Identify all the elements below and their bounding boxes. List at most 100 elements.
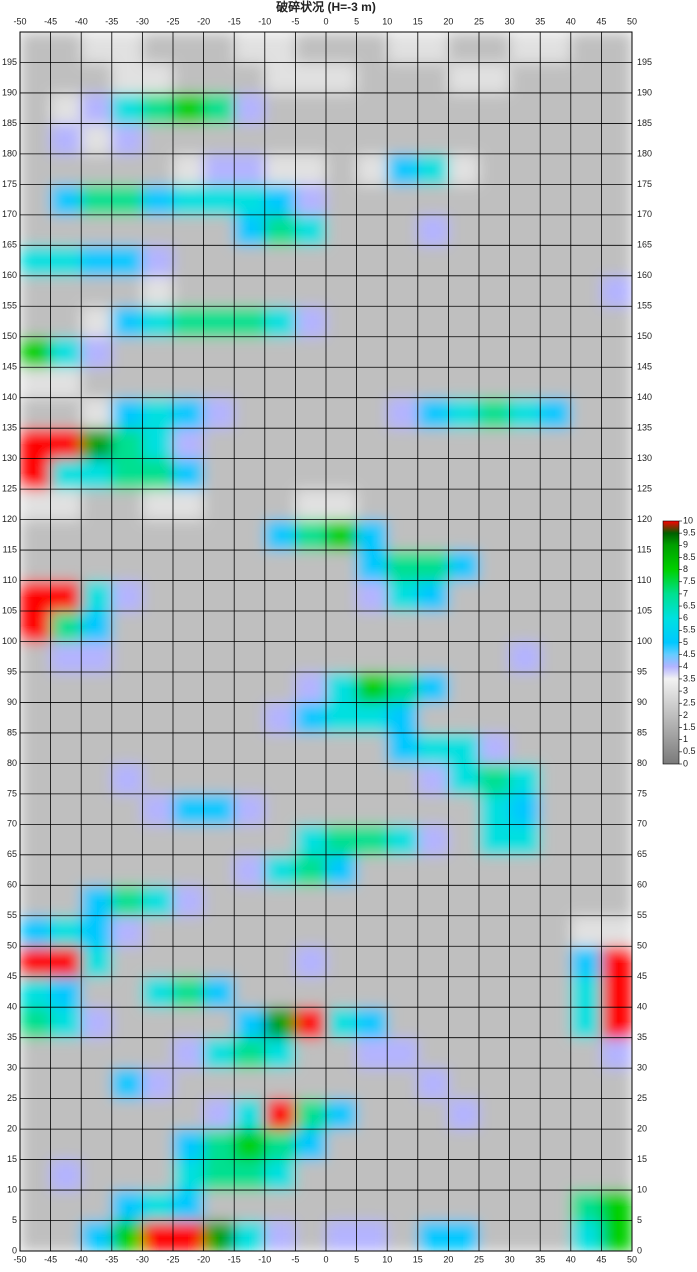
heat-cell (417, 428, 449, 460)
y-tick-label-right: 135 (637, 423, 652, 433)
heat-cell (50, 1037, 82, 1069)
x-tick-label: 25 (474, 1254, 484, 1264)
heat-cell (264, 763, 296, 795)
heat-cell (81, 824, 113, 856)
heat-cell (448, 550, 480, 582)
heat-cell (203, 245, 235, 277)
heat-cell (356, 763, 388, 795)
heat-cell (570, 458, 602, 490)
heat-cell (417, 153, 449, 185)
y-tick-label-right: 120 (637, 514, 652, 524)
heat-cell (111, 397, 143, 429)
heat-cell (570, 1159, 602, 1191)
heat-cell (20, 793, 52, 825)
heat-cell (326, 153, 358, 185)
y-tick-label: 60 (7, 880, 17, 890)
heat-cell (448, 62, 480, 94)
heat-cell (479, 671, 511, 703)
heat-cell (387, 184, 419, 216)
y-tick-label-right: 10 (637, 1184, 647, 1194)
heat-cell (142, 1129, 174, 1161)
heat-cell (479, 367, 511, 399)
heat-cell (111, 489, 143, 521)
heat-cell (50, 641, 82, 673)
heat-cell (264, 489, 296, 521)
heat-cell (356, 976, 388, 1008)
heat-cell (570, 1098, 602, 1130)
heat-cell (203, 214, 235, 246)
heat-cell (387, 641, 419, 673)
y-tick-label: 0 (12, 1245, 17, 1255)
heat-cell (479, 62, 511, 94)
heat-cell (111, 519, 143, 551)
heat-cell (448, 976, 480, 1008)
heat-cell (387, 519, 419, 551)
x-tick-label-top: -45 (44, 16, 57, 26)
heat-cell (509, 641, 541, 673)
y-tick-label-right: 0 (637, 1245, 642, 1255)
heat-cell (417, 550, 449, 582)
heat-cell (356, 885, 388, 917)
heat-cell (601, 1190, 632, 1222)
heat-cell (448, 245, 480, 277)
heat-cell (479, 92, 511, 124)
heat-cell (234, 1220, 266, 1251)
heat-cell (203, 1007, 235, 1039)
heat-cell (387, 732, 419, 764)
heat-cell (20, 489, 52, 521)
heat-cell (264, 184, 296, 216)
heat-cell (479, 1190, 511, 1222)
heat-cell (479, 214, 511, 246)
heat-cell (295, 976, 327, 1008)
heat-cell (264, 32, 296, 63)
heat-cell (20, 245, 52, 277)
heat-cell (81, 611, 113, 642)
x-tick-label-top: 35 (535, 16, 545, 26)
y-tick-label: 35 (7, 1032, 17, 1042)
heat-cell (264, 123, 296, 155)
heat-cell (356, 32, 388, 63)
heat-cell (570, 184, 602, 216)
heat-cell (570, 641, 602, 673)
heat-cell (142, 367, 174, 399)
heat-cell (295, 1007, 327, 1039)
heat-cell (570, 611, 602, 642)
heat-cell (448, 702, 480, 734)
y-tick-label-right: 80 (637, 758, 647, 768)
heat-cell (570, 885, 602, 917)
heat-cell (111, 885, 143, 917)
heat-cell (203, 428, 235, 460)
heat-cell (387, 915, 419, 947)
heat-cell (479, 854, 511, 886)
heat-cell (417, 671, 449, 703)
heat-cell (448, 428, 480, 460)
heat-cell (448, 306, 480, 338)
y-tick-label: 140 (2, 392, 17, 402)
heat-cell (173, 763, 205, 795)
heat-cell (417, 306, 449, 338)
heat-cell (81, 428, 113, 460)
heat-cell (203, 184, 235, 216)
heat-cell (479, 1129, 511, 1161)
heat-cell (601, 62, 632, 94)
x-tick-label-top: 10 (382, 16, 392, 26)
heat-cell (142, 184, 174, 216)
heat-cell (111, 641, 143, 673)
heat-cell (570, 428, 602, 460)
heat-cell (326, 976, 358, 1008)
heat-cell (570, 519, 602, 551)
heat-cell (173, 732, 205, 764)
heat-cell (479, 1068, 511, 1100)
heat-cell (203, 854, 235, 886)
heat-cell (356, 1220, 388, 1251)
heat-cell (479, 885, 511, 917)
heat-cell (326, 854, 358, 886)
heat-cell (203, 611, 235, 642)
heat-cell (81, 367, 113, 399)
heat-cell (50, 1159, 82, 1191)
heat-cell (570, 702, 602, 734)
heat-cell (417, 1068, 449, 1100)
heat-cell (387, 397, 419, 429)
heat-cell (142, 793, 174, 825)
heat-cell (448, 458, 480, 490)
